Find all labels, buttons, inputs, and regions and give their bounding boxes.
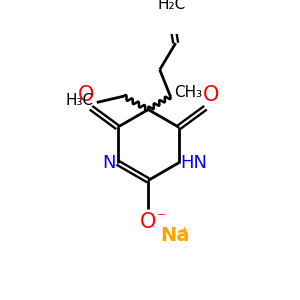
Text: O: O [140, 212, 156, 232]
Text: O: O [202, 85, 219, 105]
Text: ⁺: ⁺ [180, 225, 189, 243]
Text: H₂C: H₂C [157, 0, 185, 12]
Text: H₃C: H₃C [65, 93, 93, 108]
Text: Na: Na [160, 226, 190, 245]
Text: ⁻: ⁻ [157, 211, 167, 229]
Text: CH₃: CH₃ [174, 85, 202, 100]
Text: HN: HN [181, 154, 208, 172]
Text: O: O [77, 85, 94, 105]
Text: N: N [102, 154, 116, 172]
